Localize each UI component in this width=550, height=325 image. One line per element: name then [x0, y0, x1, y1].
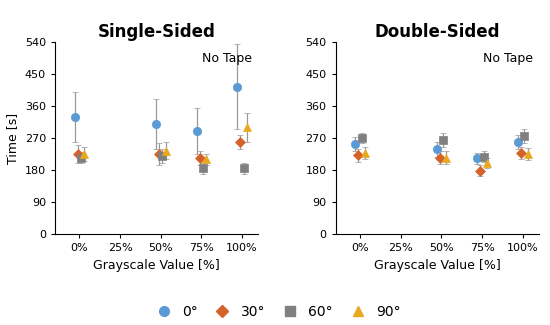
X-axis label: Grayscale Value [%]: Grayscale Value [%]	[94, 259, 220, 272]
Text: No Tape: No Tape	[202, 52, 252, 65]
Title: Single-Sided: Single-Sided	[98, 23, 216, 41]
Y-axis label: Time [s]: Time [s]	[6, 112, 19, 164]
Legend: 0°, 30°, 60°, 90°: 0°, 30°, 60°, 90°	[144, 299, 406, 325]
Title: Double-Sided: Double-Sided	[375, 23, 500, 41]
Text: No Tape: No Tape	[483, 52, 533, 65]
X-axis label: Grayscale Value [%]: Grayscale Value [%]	[374, 259, 500, 272]
